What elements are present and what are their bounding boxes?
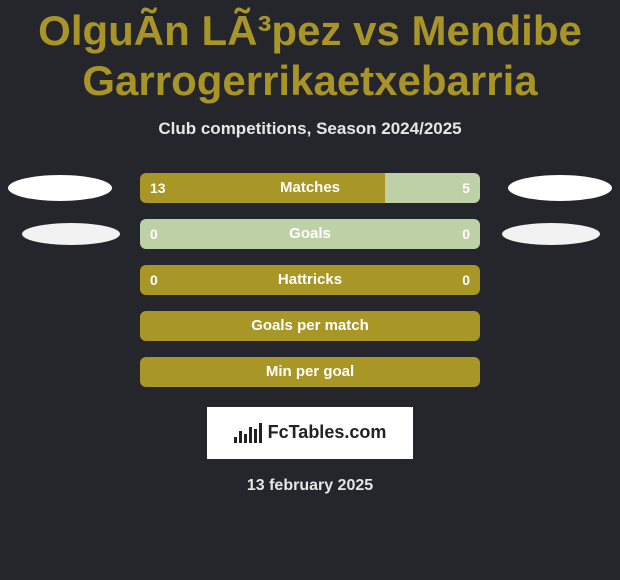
team-badge-right bbox=[508, 175, 612, 201]
stat-value-right: 5 bbox=[462, 180, 470, 196]
logo-bar-icon bbox=[244, 434, 247, 443]
stat-row: Goals00 bbox=[0, 219, 620, 249]
bars-icon bbox=[234, 423, 262, 443]
stat-row: Min per goal bbox=[0, 357, 620, 387]
stat-value-right: 0 bbox=[462, 272, 470, 288]
subtitle: Club competitions, Season 2024/2025 bbox=[0, 119, 620, 139]
team-badge-left bbox=[8, 175, 112, 201]
bar-left-segment bbox=[140, 357, 480, 387]
stat-row: Matches135 bbox=[0, 173, 620, 203]
logo-bar-icon bbox=[239, 431, 242, 443]
stat-bar: Matches135 bbox=[140, 173, 480, 203]
bar-left-segment bbox=[140, 265, 480, 295]
logo-bar-icon bbox=[234, 437, 237, 443]
comparison-title: OlguÃ­n LÃ³pez vs Mendibe Garrogerrikaet… bbox=[0, 0, 620, 107]
fctables-logo: FcTables.com bbox=[207, 407, 413, 459]
bar-right-segment bbox=[140, 219, 480, 249]
stat-bar: Goals00 bbox=[140, 219, 480, 249]
stat-row: Goals per match bbox=[0, 311, 620, 341]
logo-bar-icon bbox=[259, 423, 262, 443]
logo-bar-icon bbox=[249, 427, 252, 443]
stat-value-right: 0 bbox=[462, 226, 470, 242]
stat-bar: Hattricks00 bbox=[140, 265, 480, 295]
stat-bar: Goals per match bbox=[140, 311, 480, 341]
stat-row: Hattricks00 bbox=[0, 265, 620, 295]
bar-left-segment bbox=[140, 173, 385, 203]
bar-left-segment bbox=[140, 311, 480, 341]
stat-value-left: 13 bbox=[150, 180, 166, 196]
team-badge-left bbox=[22, 223, 120, 245]
stats-rows: Matches135Goals00Hattricks00Goals per ma… bbox=[0, 173, 620, 387]
stat-bar: Min per goal bbox=[140, 357, 480, 387]
date-label: 13 february 2025 bbox=[0, 477, 620, 495]
stat-value-left: 0 bbox=[150, 226, 158, 242]
team-badge-right bbox=[502, 223, 600, 245]
logo-bar-icon bbox=[254, 429, 257, 443]
stat-value-left: 0 bbox=[150, 272, 158, 288]
logo-text: FcTables.com bbox=[268, 422, 387, 443]
